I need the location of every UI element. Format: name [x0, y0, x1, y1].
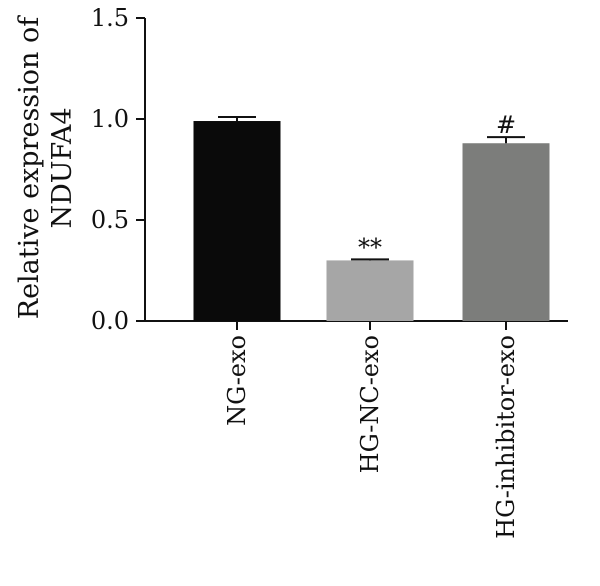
y-tick-label: 1.5 — [91, 4, 129, 32]
bar — [462, 143, 550, 321]
y-tick-label: 1.0 — [91, 105, 129, 133]
bar — [193, 121, 281, 322]
bar — [326, 260, 414, 321]
y-axis-title-line-1: Relative expression of — [14, 15, 45, 320]
significance-marker: # — [496, 111, 516, 139]
bars: ** # — [193, 111, 550, 322]
y-axis-title-line-2: NDUFA4 — [47, 107, 78, 228]
x-tick-label: HG-NC-exo — [356, 335, 384, 473]
x-tick-label: HG-inhibitor-exo — [492, 335, 520, 539]
y-tick-label: 0.5 — [91, 206, 129, 234]
significance-marker: ** — [358, 233, 382, 261]
x-tick-label: NG-exo — [223, 335, 251, 426]
y-axis-title: Relative expression of NDUFA4 — [14, 15, 78, 320]
y-axis-ticks: 0.0 0.5 1.0 1.5 — [91, 4, 145, 335]
x-axis-tick-labels: NG-exo HG-NC-exo HG-inhibitor-exo — [223, 321, 520, 539]
y-tick-label: 0.0 — [91, 307, 129, 335]
